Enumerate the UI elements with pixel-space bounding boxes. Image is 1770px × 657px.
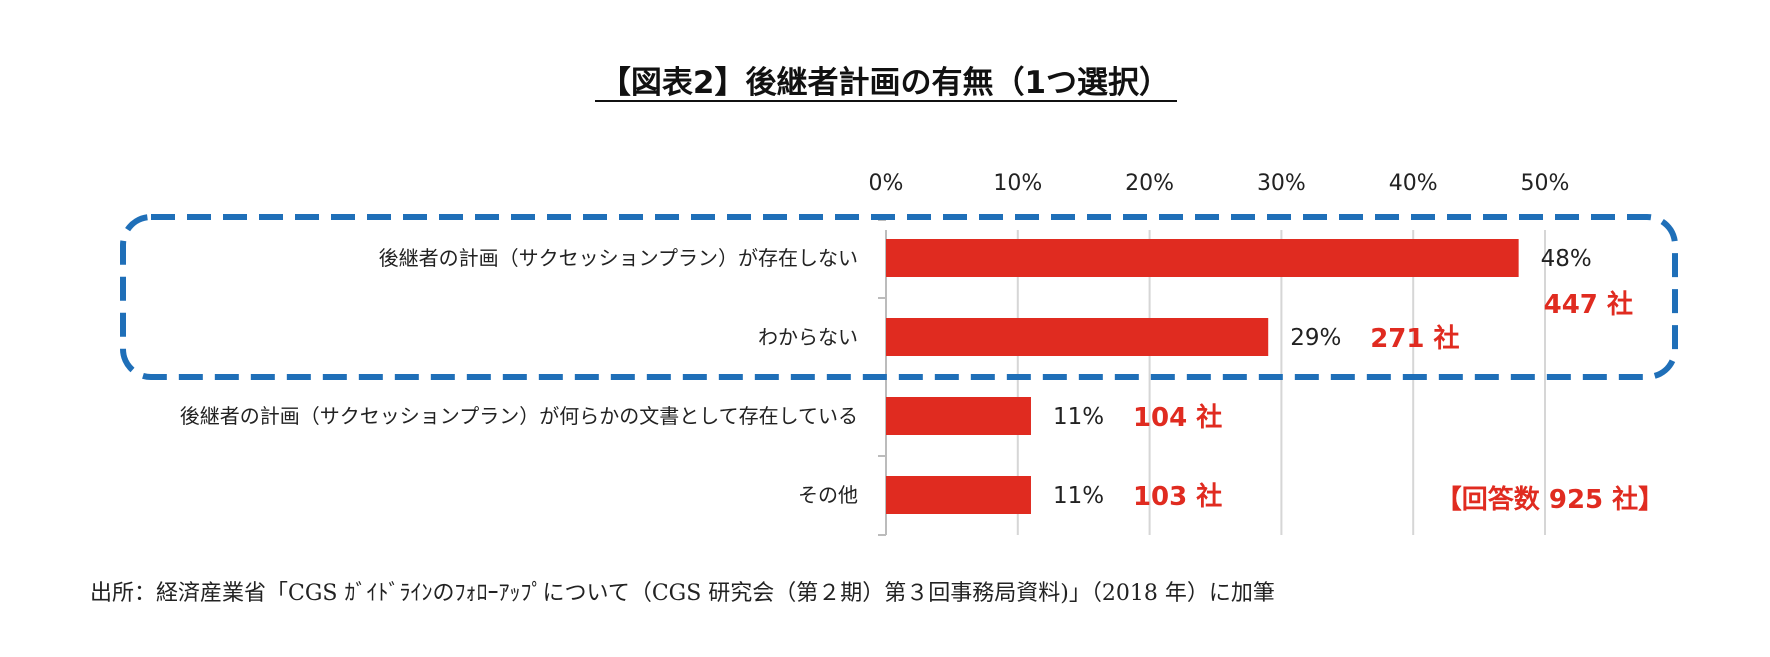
category-label: 後継者の計画（サクセッションプラン）が何らかの文書として存在している xyxy=(180,404,858,428)
bar xyxy=(886,318,1269,356)
count-labels: 447 社 271 社 104 社 103 社 xyxy=(1133,289,1633,512)
source-note: 出所：経済産業省「CGS ｶﾞｲﾄﾞﾗｲﾝのﾌｫﾛｰｱｯﾌﾟについて（CGS 研… xyxy=(90,581,1275,606)
x-tick-label: 50% xyxy=(1521,171,1570,196)
bars xyxy=(886,239,1519,514)
category-label: その他 xyxy=(798,483,858,507)
x-tick-label: 40% xyxy=(1389,171,1438,196)
count-label: 104 社 xyxy=(1133,402,1222,433)
x-tick-label: 30% xyxy=(1257,171,1306,196)
total-responses-label: 【回答数 925 社】 xyxy=(1436,484,1664,515)
x-tick-label: 10% xyxy=(993,171,1042,196)
value-label: 29% xyxy=(1290,325,1341,351)
count-label: 271 社 xyxy=(1370,323,1459,354)
highlight-box xyxy=(120,214,1678,380)
category-label: わからない xyxy=(758,325,858,349)
x-tick-label: 20% xyxy=(1125,171,1174,196)
category-labels: 後継者の計画（サクセッションプラン）が存在しないわからない後継者の計画（サクセッ… xyxy=(180,246,858,507)
category-label: 後継者の計画（サクセッションプラン）が存在しない xyxy=(379,246,858,270)
bar xyxy=(886,239,1519,277)
chart-title: 【図表2】後継者計画の有無（1つ選択） xyxy=(600,65,1170,101)
bar xyxy=(886,397,1031,435)
value-label: 11% xyxy=(1053,404,1104,430)
gridlines xyxy=(1016,230,1546,535)
bar xyxy=(886,476,1031,514)
count-label: 447 社 xyxy=(1544,289,1633,320)
x-tick-label: 0% xyxy=(869,171,904,196)
x-axis-ticks: 0% 10% 20% 30% 40% 50% xyxy=(869,171,1570,196)
count-label: 103 社 xyxy=(1133,481,1222,512)
value-labels: 48% 29% 11% 11% xyxy=(1053,246,1592,509)
value-label: 48% xyxy=(1541,246,1592,272)
value-label: 11% xyxy=(1053,483,1104,509)
